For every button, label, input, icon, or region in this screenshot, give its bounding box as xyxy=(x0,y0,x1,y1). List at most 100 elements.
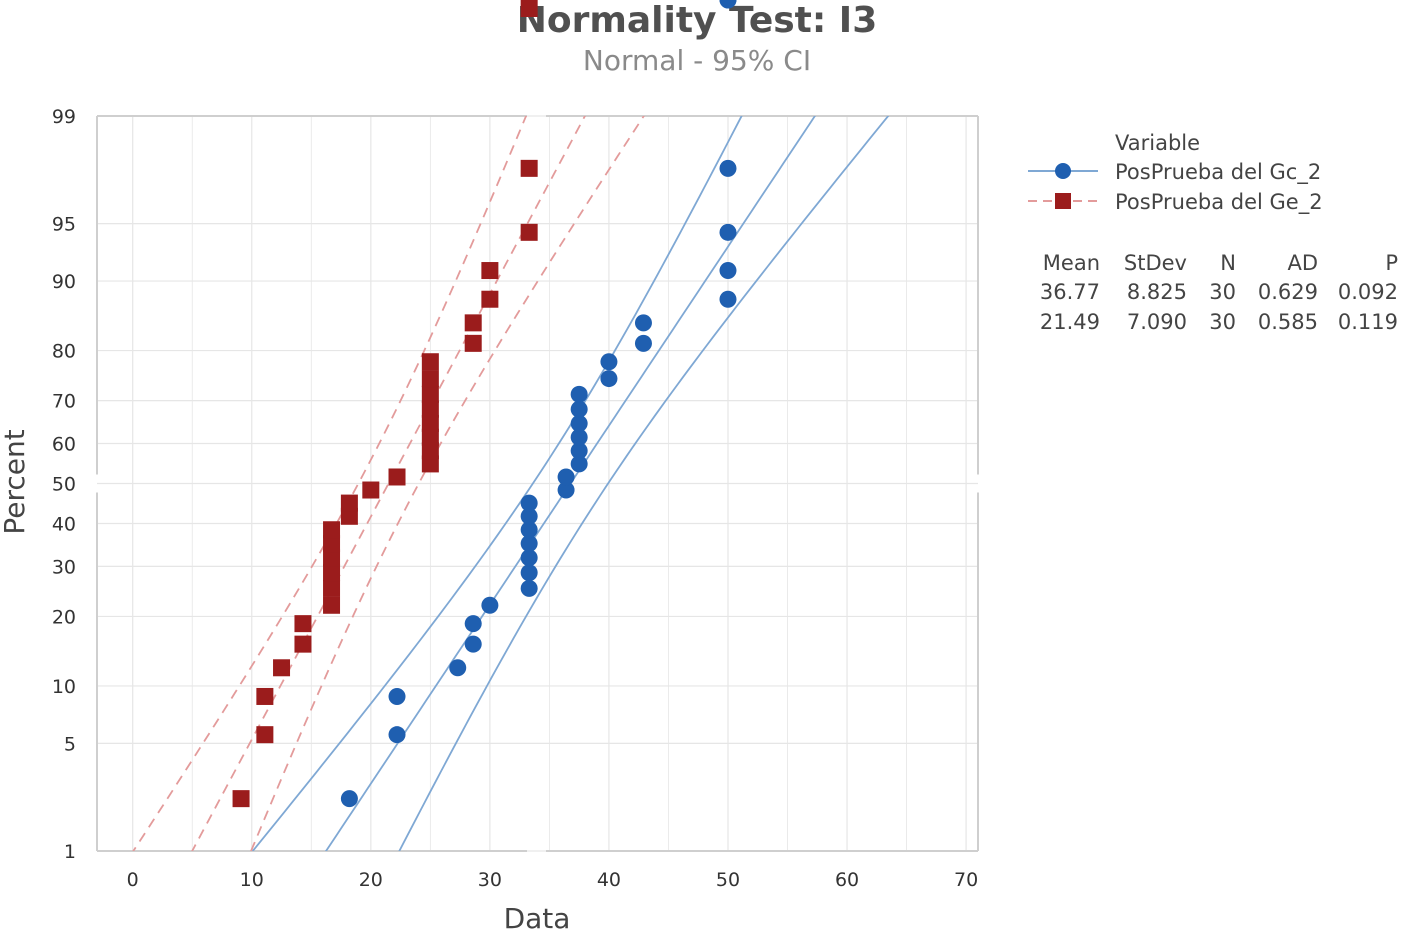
data-point-ge xyxy=(520,0,538,17)
data-point-ge xyxy=(323,535,341,553)
stats-header-p: P xyxy=(1385,251,1398,275)
data-point-ge xyxy=(421,353,439,371)
data-point-gc xyxy=(520,494,538,512)
stats-gc-ad: 0.629 xyxy=(1258,280,1318,304)
x-tick-label: 70 xyxy=(954,869,978,891)
stats-gc-n: 30 xyxy=(1209,280,1236,304)
data-point-gc xyxy=(600,353,618,371)
data-point-gc xyxy=(520,507,538,525)
data-point-ge xyxy=(421,385,439,403)
data-point-gc xyxy=(481,596,499,614)
x-tick-label: 60 xyxy=(835,869,859,891)
data-point-gc xyxy=(570,400,588,418)
data-point-gc xyxy=(570,455,588,473)
legend-label-ge: PosPrueba del Ge_2 xyxy=(1115,190,1323,215)
data-point-gc xyxy=(520,579,538,597)
stats-header-stdev: StDev xyxy=(1124,251,1187,275)
data-point-gc xyxy=(719,159,737,177)
chart-subtitle: Normal - 95% CI xyxy=(583,44,811,77)
data-point-ge xyxy=(294,615,312,633)
fit-line-ge xyxy=(191,116,586,851)
data-point-ge xyxy=(421,428,439,446)
data-point-gc xyxy=(520,549,538,567)
data-point-ge xyxy=(421,414,439,432)
data-point-ge xyxy=(256,726,274,744)
y-tick-label: 1 xyxy=(64,841,76,863)
data-point-gc xyxy=(464,635,482,653)
data-point-ge xyxy=(323,564,341,582)
stats-gc-stdev: 8.825 xyxy=(1127,280,1187,304)
data-point-ge xyxy=(323,596,341,614)
stats-ge-mean: 21.49 xyxy=(1040,310,1100,334)
y-tick-label: 70 xyxy=(52,391,76,413)
data-point-ge xyxy=(340,494,358,512)
data-point-ge xyxy=(294,635,312,653)
y-tick-label: 90 xyxy=(52,271,76,293)
x-axis-title: Data xyxy=(504,902,571,935)
data-point-gc xyxy=(719,223,737,241)
y-tick-label: 95 xyxy=(52,214,76,236)
y-tick-label: 60 xyxy=(52,433,76,455)
data-point-ge xyxy=(256,687,274,705)
data-point-ge xyxy=(464,314,482,332)
x-tick-label: 0 xyxy=(127,869,139,891)
data-point-gc xyxy=(570,414,588,432)
data-point-gc xyxy=(464,615,482,633)
y-tick-label: 40 xyxy=(52,514,76,536)
y-axis-title: Percent xyxy=(0,429,31,534)
data-point-ge xyxy=(481,262,499,280)
grid xyxy=(97,115,978,852)
x-tick-label: 50 xyxy=(716,869,740,891)
x-tick-label: 20 xyxy=(359,869,383,891)
data-point-ge xyxy=(520,159,538,177)
y-tick-label: 99 xyxy=(52,106,76,128)
y-tick-label: 80 xyxy=(52,341,76,363)
x-tick-label: 40 xyxy=(597,869,621,891)
data-point-gc xyxy=(570,442,588,460)
legend-title: Variable xyxy=(1115,131,1200,155)
legend: Variable PosPrueba del Gc_2 PosPrueba de… xyxy=(1028,131,1323,215)
data-point-ge xyxy=(421,442,439,460)
stats-header-ad: AD xyxy=(1287,251,1318,275)
data-points xyxy=(232,0,737,808)
legend-marker-ge xyxy=(1055,193,1071,209)
legend-marker-gc xyxy=(1055,163,1071,179)
data-point-gc xyxy=(388,687,406,705)
data-point-ge xyxy=(464,334,482,352)
chart-title: Normality Test: I3 xyxy=(517,0,878,41)
stats-table: Mean StDev N AD P 36.77 8.825 30 0.629 0… xyxy=(1040,251,1398,334)
stats-header-n: N xyxy=(1220,251,1236,275)
data-point-gc xyxy=(520,521,538,539)
data-point-ge xyxy=(273,659,291,677)
y-tick-label: 10 xyxy=(52,676,76,698)
data-point-ge xyxy=(362,481,380,499)
data-point-gc xyxy=(570,428,588,446)
data-point-ge xyxy=(481,290,499,308)
data-point-ge xyxy=(520,223,538,241)
data-point-gc xyxy=(340,790,358,808)
data-point-ge xyxy=(388,468,406,486)
stats-header-mean: Mean xyxy=(1043,251,1100,275)
data-point-gc xyxy=(388,726,406,744)
plot-frame xyxy=(96,115,979,852)
y-tick-label: 30 xyxy=(52,556,76,578)
data-point-gc xyxy=(600,370,618,388)
data-point-gc xyxy=(520,564,538,582)
data-point-ge xyxy=(421,455,439,473)
data-point-gc xyxy=(570,385,588,403)
y-tick-label: 20 xyxy=(52,606,76,628)
data-point-gc xyxy=(557,468,575,486)
data-point-gc xyxy=(719,262,737,280)
stats-ge-n: 30 xyxy=(1209,310,1236,334)
y-tick-label: 5 xyxy=(64,733,76,755)
y-tick-label: 50 xyxy=(52,474,76,496)
data-point-ge xyxy=(421,400,439,418)
data-point-gc xyxy=(449,659,467,677)
data-point-gc xyxy=(557,481,575,499)
x-tick-label: 30 xyxy=(478,869,502,891)
stats-ge-p: 0.119 xyxy=(1338,310,1398,334)
data-point-gc xyxy=(520,535,538,553)
data-point-gc xyxy=(634,334,652,352)
data-point-ge xyxy=(340,507,358,525)
x-tick-label: 10 xyxy=(240,869,264,891)
